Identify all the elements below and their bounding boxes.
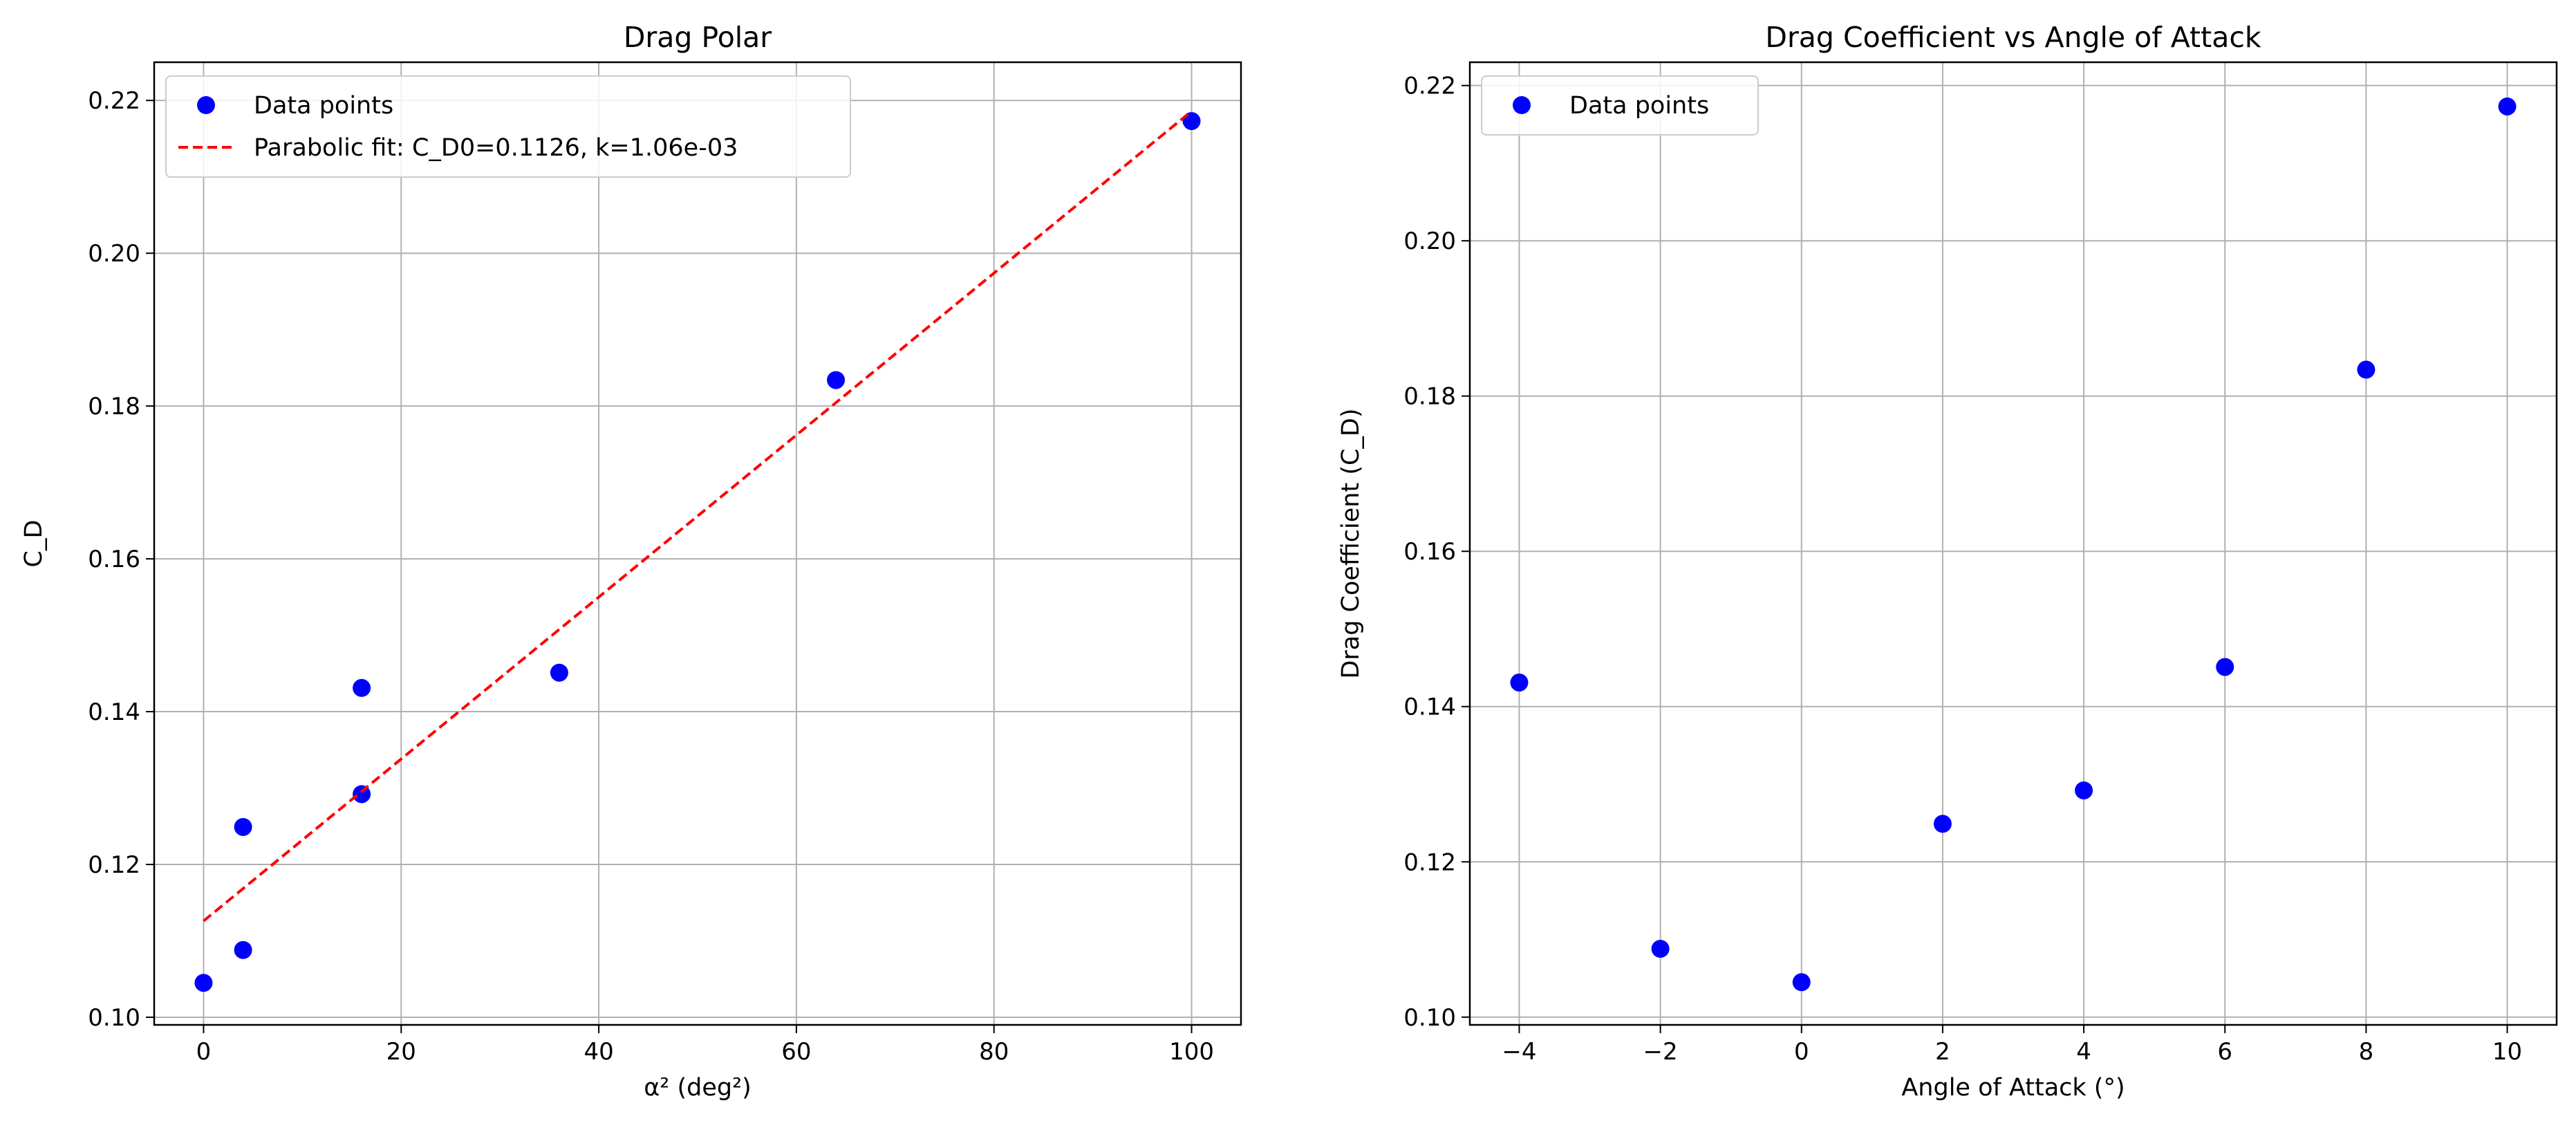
x-tick-label: 40 (584, 1038, 613, 1066)
legend: Data points Parabolic fit: C_D0=0.1126, k… (165, 75, 851, 178)
x-tick-label: 20 (386, 1038, 416, 1066)
data-point (234, 941, 252, 959)
data-point (1510, 673, 1529, 692)
y-tick-label: 0.18 (88, 393, 140, 420)
x-tick-label: 6 (2217, 1038, 2232, 1066)
x-tick-label: 100 (1169, 1038, 1214, 1066)
x-tick-label: 0 (1794, 1038, 1809, 1066)
data-point (2498, 97, 2517, 115)
y-axis-label: Drag Coefficient (C_D) (1337, 408, 1365, 678)
y-tick-label: 0.18 (1403, 383, 1456, 411)
data-point (827, 371, 846, 389)
y-tick-label: 0.14 (88, 698, 140, 726)
x-tick-label: 0 (196, 1038, 212, 1066)
fit-line (203, 110, 1193, 923)
x-tick-label: −2 (1643, 1038, 1678, 1066)
legend-label: Data points (254, 92, 393, 120)
y-tick-label: 0.16 (88, 546, 140, 573)
legend-label: Parabolic fit: C_D0=0.1126, k=1.06e-03 (254, 134, 738, 162)
y-tick-label: 0.10 (1403, 1004, 1456, 1032)
legend: Data points (1481, 75, 1759, 136)
y-tick-label: 0.10 (88, 1004, 140, 1032)
x-tick-label: 8 (2359, 1038, 2374, 1066)
data-point (2357, 360, 2376, 379)
data-point (550, 663, 568, 682)
chart-panel-2: −4 −2 0 2 4 6 8 10 0.10 0.12 0.14 0.16 0.18 0.20 0.22 D… (1337, 21, 2558, 1102)
y-axis-label: C_D (20, 520, 48, 568)
legend-point-swatch (197, 96, 215, 114)
chart-panel-1: 0 20 40 60 80 100 0.10 0.12 0.14 0.16 0.18 0.20 0.22… (20, 21, 1242, 1102)
x-tick-label: 2 (1935, 1038, 1950, 1066)
legend-box (1481, 75, 1759, 136)
x-axis-label: Angle of Attack (°) (1901, 1074, 2125, 1102)
data-point (353, 678, 371, 697)
axes-frame (153, 61, 1242, 1026)
y-tick-label: 0.20 (1403, 228, 1456, 255)
y-tick-label: 0.22 (1403, 73, 1456, 100)
data-point (353, 785, 371, 804)
data-point (234, 817, 252, 836)
data-point (1651, 939, 1670, 958)
x-tick-label: 4 (2076, 1038, 2091, 1066)
data-point (1792, 973, 1811, 992)
axes-frame (1468, 61, 2558, 1026)
data-point (2075, 781, 2093, 799)
legend-point-swatch (1513, 96, 1531, 114)
y-tick-label: 0.12 (1403, 849, 1456, 876)
x-tick-label: 10 (2492, 1038, 2522, 1066)
chart-title: Drag Polar (624, 21, 772, 54)
y-tick-label: 0.16 (1403, 538, 1456, 566)
x-tick-label: 80 (979, 1038, 1009, 1066)
data-point (2216, 658, 2234, 676)
y-tick-label: 0.22 (88, 87, 140, 115)
x-tick-label: 60 (781, 1038, 811, 1066)
y-tick-label: 0.20 (88, 240, 140, 268)
y-tick-label: 0.12 (88, 851, 140, 879)
x-tick-label: −4 (1502, 1038, 1536, 1066)
chart-title: Drag Coefficient vs Angle of Attack (1765, 21, 2261, 54)
x-axis-label: α² (deg²) (644, 1074, 752, 1102)
data-point (194, 974, 213, 992)
legend-box (165, 75, 851, 178)
y-tick-label: 0.14 (1403, 694, 1456, 721)
data-point (1933, 815, 1952, 833)
legend-label: Data points (1569, 92, 1709, 120)
